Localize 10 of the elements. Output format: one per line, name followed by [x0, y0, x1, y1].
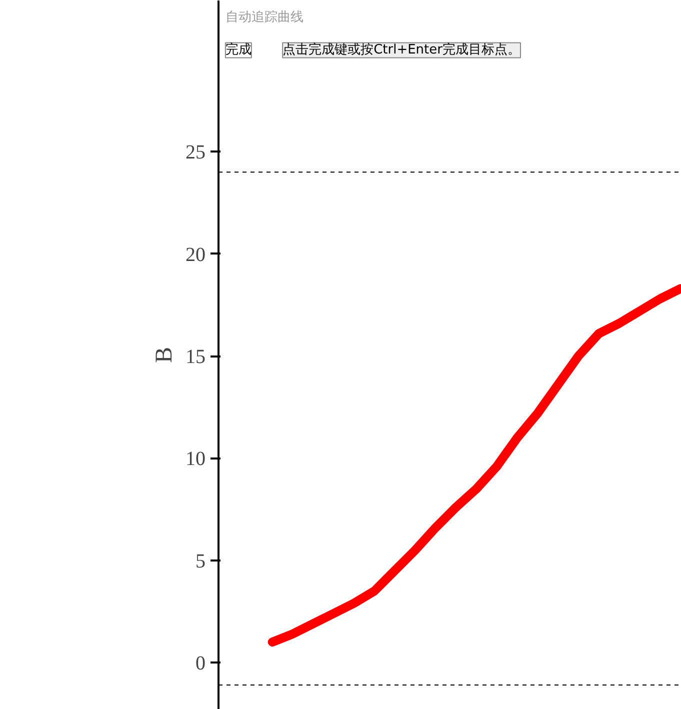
text: 完成 [225, 42, 252, 58]
annotation: 点击完成键或按Ctrl+Enter完成目标点。 [282, 42, 520, 58]
y-tick-label: 5 [196, 550, 206, 572]
y-tick-label: 0 [196, 652, 206, 675]
y-tick-label: 15 [186, 346, 206, 368]
y-tick-label: 25 [186, 142, 206, 164]
y-tick-label: 20 [186, 244, 206, 266]
y-tick-label: 10 [186, 448, 206, 470]
y-axis-title: B [152, 346, 178, 364]
annotation: 自动追踪曲线 [225, 10, 304, 26]
